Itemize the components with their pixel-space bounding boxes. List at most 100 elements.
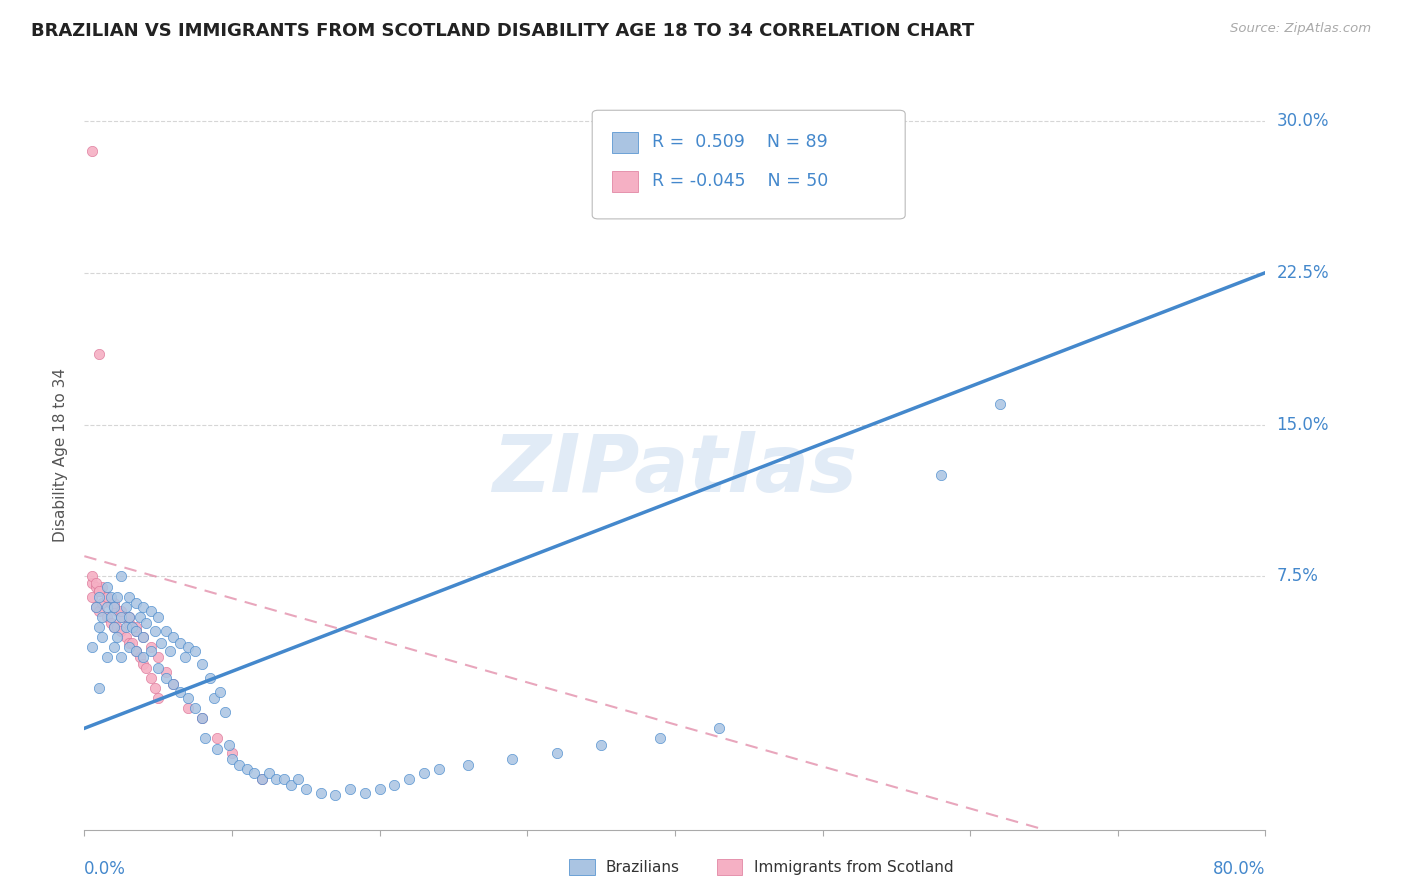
Point [91, 630, 114, 644]
Point [148, 610, 170, 624]
Point [125, 596, 148, 610]
Point [121, 636, 143, 650]
Text: Source: ZipAtlas.com: Source: ZipAtlas.com [1230, 22, 1371, 36]
Text: 22.5%: 22.5% [1277, 264, 1329, 282]
Point [173, 650, 195, 665]
Point [209, 685, 232, 699]
Point [80, 575, 103, 590]
Point [84, 599, 107, 614]
Point [155, 624, 177, 639]
Point [287, 772, 309, 786]
Point [139, 644, 162, 658]
Point [100, 596, 122, 610]
Point [368, 782, 391, 797]
Point [162, 677, 184, 691]
Point [96, 590, 118, 604]
Text: BRAZILIAN VS IMMIGRANTS FROM SCOTLAND DISABILITY AGE 18 TO 34 CORRELATION CHART: BRAZILIAN VS IMMIGRANTS FROM SCOTLAND DI… [31, 22, 974, 40]
Point [103, 620, 125, 634]
Point [91, 596, 114, 610]
Point [198, 671, 221, 685]
Point [236, 762, 259, 776]
Point [501, 752, 523, 766]
Point [91, 610, 114, 624]
Point [121, 620, 143, 634]
Point [114, 620, 136, 634]
Point [114, 599, 136, 614]
Point [110, 650, 132, 665]
Point [125, 644, 148, 658]
Point [100, 610, 122, 624]
Point [398, 772, 420, 786]
Point [110, 604, 132, 618]
Point [280, 778, 302, 792]
Point [87, 346, 111, 360]
Point [457, 757, 479, 772]
Point [148, 660, 170, 674]
Point [143, 624, 166, 639]
Point [250, 772, 273, 786]
Point [191, 711, 214, 725]
Point [91, 580, 114, 594]
Point [177, 640, 200, 655]
Point [118, 636, 141, 650]
Point [207, 731, 229, 746]
Point [87, 681, 111, 695]
Text: 7.5%: 7.5% [1277, 567, 1319, 585]
Point [87, 583, 111, 598]
Point [135, 660, 157, 674]
Point [169, 636, 191, 650]
Y-axis label: Disability Age 18 to 34: Disability Age 18 to 34 [53, 368, 69, 542]
Point [143, 681, 166, 695]
Point [96, 610, 118, 624]
Point [80, 569, 103, 583]
Point [194, 731, 217, 746]
Point [129, 610, 152, 624]
Point [118, 610, 141, 624]
Point [228, 757, 250, 772]
Point [96, 590, 118, 604]
Point [162, 630, 184, 644]
Point [84, 575, 107, 590]
Point [214, 705, 236, 719]
Point [118, 640, 141, 655]
Text: Brazilians: Brazilians [606, 860, 681, 874]
Point [125, 624, 148, 639]
Point [118, 615, 141, 630]
Point [96, 599, 118, 614]
Point [103, 599, 125, 614]
Point [84, 580, 107, 594]
Point [132, 657, 155, 671]
Point [266, 772, 288, 786]
Point [184, 701, 207, 715]
Point [309, 786, 332, 800]
Point [250, 772, 273, 786]
Point [80, 144, 103, 158]
Text: 15.0%: 15.0% [1277, 416, 1329, 434]
Point [87, 583, 111, 598]
Point [191, 711, 214, 725]
Point [184, 644, 207, 658]
Point [202, 690, 225, 705]
Point [105, 604, 128, 618]
Text: R = -0.045    N = 50: R = -0.045 N = 50 [652, 172, 828, 190]
Point [118, 610, 141, 624]
Point [100, 615, 122, 630]
Point [118, 590, 141, 604]
Point [207, 741, 229, 756]
Text: ZIPatlas: ZIPatlas [492, 431, 858, 509]
FancyBboxPatch shape [612, 171, 638, 192]
Point [325, 788, 347, 802]
Point [169, 685, 191, 699]
Point [110, 610, 132, 624]
Point [273, 772, 295, 786]
Point [150, 636, 173, 650]
Point [591, 738, 613, 752]
Point [87, 620, 111, 634]
Point [148, 690, 170, 705]
Text: R =  0.509    N = 89: R = 0.509 N = 89 [652, 134, 828, 152]
Point [132, 650, 155, 665]
Point [103, 640, 125, 655]
Point [110, 569, 132, 583]
Point [155, 665, 177, 679]
Point [110, 610, 132, 624]
